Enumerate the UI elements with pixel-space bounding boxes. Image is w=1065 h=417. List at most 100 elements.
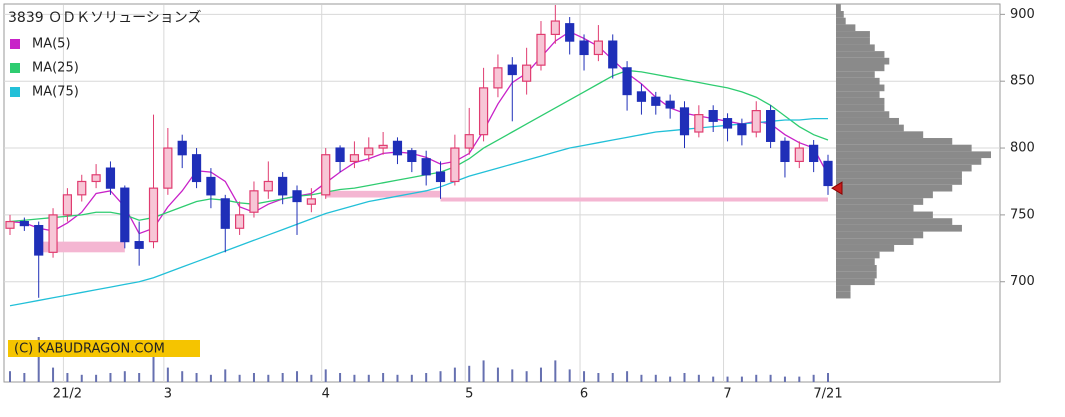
volume-profile-bar	[836, 184, 953, 192]
volume-profile-bar	[836, 291, 851, 299]
volume-bar	[740, 376, 743, 382]
x-tick-label: 21/2	[53, 387, 82, 402]
volume-profile-bar	[836, 4, 841, 12]
candle-body	[134, 241, 144, 249]
candle-body	[392, 140, 403, 156]
watermark: (C) KABUDRAGON.COM	[14, 342, 165, 357]
candle-body	[364, 147, 374, 156]
y-tick-label: 700	[1010, 274, 1035, 289]
candle-body	[708, 110, 718, 122]
volume-bar	[554, 360, 557, 382]
volume-profile-bar	[836, 104, 885, 112]
volume-bar	[109, 373, 112, 382]
legend-swatch	[10, 87, 20, 97]
candle-body	[694, 114, 704, 133]
legend-swatch	[10, 39, 20, 49]
volume-bar	[468, 365, 471, 382]
volume-bar	[539, 367, 542, 382]
ma-line	[9, 30, 829, 235]
candle-body	[435, 171, 446, 183]
volume-bar	[181, 371, 184, 382]
volume-profile-bar	[836, 238, 914, 245]
volume-bar	[339, 373, 342, 382]
volume-bar	[597, 373, 600, 382]
legend-label: MA(75)	[32, 85, 79, 100]
y-tick-label: 750	[1010, 207, 1035, 222]
candle-body	[823, 160, 833, 187]
ma-line	[9, 117, 828, 307]
candle-body	[249, 190, 259, 213]
volume-profile-bar	[836, 158, 982, 165]
volume-bar	[9, 371, 11, 382]
legend-label: MA(5)	[32, 37, 71, 52]
candle-body	[220, 198, 230, 229]
volume-profile-bar	[836, 11, 844, 18]
volume-bar	[425, 373, 428, 382]
volume-profile-bar	[836, 44, 875, 52]
volume-bar	[583, 371, 586, 382]
candle-body	[636, 91, 647, 102]
candle-body	[464, 134, 474, 149]
candle-body	[77, 180, 87, 196]
y-tick-label: 900	[1010, 7, 1035, 22]
volume-bar	[783, 376, 786, 382]
volume-bar	[439, 371, 442, 382]
candle-body	[321, 154, 331, 196]
volume-bar	[66, 373, 69, 382]
volume-bar	[224, 369, 227, 382]
candle-body	[278, 176, 288, 196]
volume-bar	[310, 374, 313, 382]
volume-bar	[296, 371, 299, 382]
volume-bar	[267, 374, 270, 382]
candle-body	[809, 144, 819, 163]
volume-bar	[611, 373, 614, 382]
candle-body	[794, 147, 804, 163]
x-tick-label: 3	[164, 387, 172, 402]
candle-body	[478, 87, 489, 136]
volume-bar	[697, 374, 700, 382]
volume-profile-bar	[836, 131, 924, 139]
volume-bar	[80, 374, 83, 382]
candle-body	[651, 96, 661, 106]
candle-body	[622, 67, 632, 96]
volume-bar	[252, 373, 255, 382]
volume-bar	[511, 369, 514, 382]
volume-profile-bar	[836, 278, 875, 286]
volume-profile-bar	[836, 77, 880, 85]
volume-bar	[324, 369, 327, 382]
volume-bar	[138, 373, 141, 382]
volume-profile-bar	[836, 17, 846, 25]
candle-body	[177, 140, 187, 156]
volume-profile-bar	[836, 258, 875, 266]
candle-body	[306, 198, 316, 205]
volume-profile-bar	[836, 144, 972, 152]
volume-bar	[726, 376, 729, 382]
candle-body	[493, 67, 503, 89]
support-band	[38, 241, 125, 253]
candle-body	[120, 187, 130, 243]
candle-body	[62, 194, 73, 216]
volume-profile-bar	[836, 178, 962, 185]
volume-bar	[712, 376, 715, 382]
volume-bar	[95, 374, 98, 382]
volume-bar	[209, 374, 212, 382]
volume-profile-bar	[836, 64, 885, 72]
candle-body	[536, 33, 546, 66]
volume-bar	[525, 371, 528, 382]
candle-body	[335, 147, 345, 163]
volume-bar	[755, 374, 758, 382]
candle-body	[91, 174, 101, 183]
watermark-box	[8, 340, 200, 357]
volume-profile-bar	[836, 164, 972, 172]
support-band	[325, 190, 441, 198]
candle-body	[148, 187, 159, 243]
y-tick-label: 850	[1010, 74, 1035, 89]
candle-body	[163, 147, 173, 189]
candle-body	[191, 154, 202, 183]
volume-profile-bar	[836, 198, 924, 205]
volume-bar	[23, 373, 26, 382]
x-tick-label: 7/21	[813, 387, 842, 402]
chart-title: 3839 ＯＤＫソリューションズ	[8, 10, 202, 26]
candle-body	[206, 176, 216, 196]
support-band	[440, 197, 828, 202]
